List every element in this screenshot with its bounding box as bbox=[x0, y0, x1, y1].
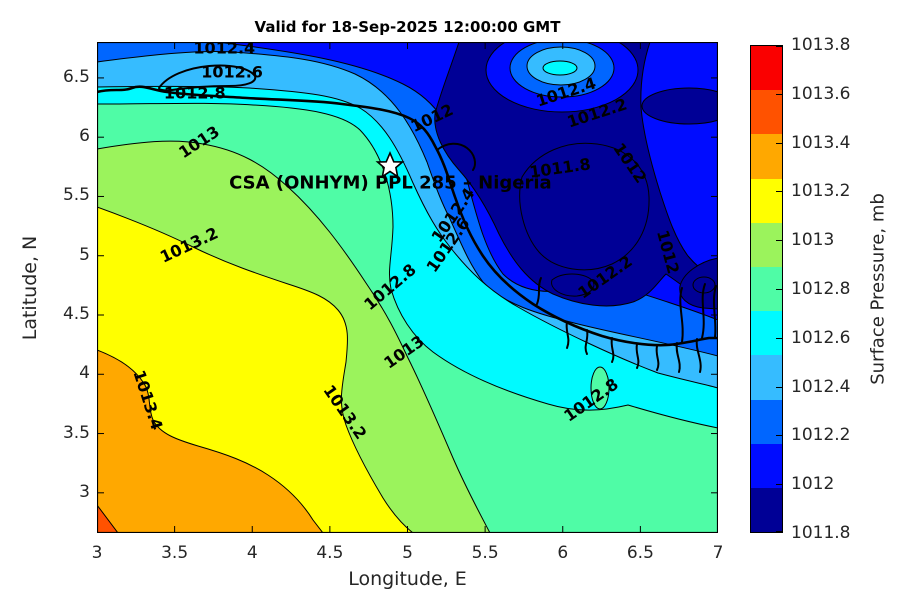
colorbar-segment bbox=[751, 222, 782, 267]
colorbar-tick bbox=[776, 93, 782, 95]
colorbar-tick bbox=[776, 484, 782, 486]
contour-low-region-1011.8-1012 bbox=[434, 42, 718, 309]
contour-finger-1012.8 bbox=[590, 366, 610, 410]
axes-frame bbox=[97, 42, 718, 533]
river-creeks bbox=[436, 142, 717, 373]
colorbar-segment bbox=[751, 311, 782, 356]
colorbar-tick-label: 1012.8 bbox=[791, 279, 851, 299]
axis-ticks bbox=[97, 42, 718, 533]
x-tick-label: 3 bbox=[91, 543, 103, 563]
colorbar-tick-label: 1011.8 bbox=[791, 523, 851, 543]
coastal-lagoon bbox=[157, 64, 257, 92]
y-axis-label: Latitude, N bbox=[19, 235, 41, 341]
contour-band-1013.4-1013.6 bbox=[97, 349, 324, 533]
x-tick-label: 4 bbox=[246, 543, 258, 563]
colorbar-segment bbox=[751, 134, 782, 179]
plot-area: 1012.4 1012.6 1012.8 1013 1013.2 1013.4 1013.2… bbox=[97, 38, 718, 533]
colorbar-tick-label: 1012.4 bbox=[791, 376, 851, 397]
pocket-right-edge bbox=[679, 257, 718, 310]
x-tick-label: 5 bbox=[402, 543, 413, 563]
colorbar-tick-label: 1012.2 bbox=[791, 425, 851, 446]
contour-line-1011.8-closed bbox=[519, 142, 650, 271]
colorbar-tick-label: 1013.6 bbox=[791, 83, 851, 104]
colorbar-segment bbox=[751, 46, 782, 91]
contour-label: 1012.4 bbox=[193, 38, 256, 58]
x-tick-label: 7 bbox=[712, 543, 724, 563]
x-tick-label: 6 bbox=[557, 543, 569, 563]
x-tick-label: 6.5 bbox=[626, 543, 654, 563]
contour-map bbox=[97, 42, 718, 533]
coastline bbox=[97, 85, 718, 347]
colorbar-tick bbox=[776, 289, 782, 290]
colorbar-label: Surface Pressure, mb bbox=[867, 193, 889, 385]
pocket-ne-corner bbox=[641, 87, 718, 125]
y-tick-label: 6.5 bbox=[62, 66, 90, 87]
y-tick-label: 5 bbox=[79, 244, 90, 265]
y-tick-label: 3.5 bbox=[62, 422, 90, 443]
colorbar-segment bbox=[751, 443, 782, 488]
y-tick-label: 4.5 bbox=[62, 304, 90, 324]
x-tick-label: 4.5 bbox=[316, 543, 344, 563]
contour-label: 1012.6 bbox=[201, 62, 263, 82]
y-tick-label: 3 bbox=[79, 481, 90, 502]
plot-title: Valid for 18-Sep-2025 12:00:00 GMT bbox=[254, 18, 561, 36]
contour-label: 1012.8 bbox=[163, 83, 226, 103]
site-annotation: CSA (ONHYM) PPL 285 – Nigeria bbox=[229, 172, 552, 194]
colorbar-tick bbox=[776, 46, 782, 47]
pocket-core-1012.6 bbox=[542, 60, 578, 76]
contour-line-inner-closed bbox=[551, 273, 595, 297]
x-tick-label: 5.5 bbox=[471, 543, 499, 563]
colorbar-tick bbox=[776, 435, 782, 437]
colorbar-tick-label: 1012 bbox=[791, 474, 835, 495]
colorbar-tick bbox=[776, 337, 782, 339]
y-tick-label: 5.5 bbox=[62, 185, 90, 206]
colorbar-segment bbox=[751, 355, 782, 400]
colorbar-tick bbox=[776, 191, 782, 193]
colorbar-segment bbox=[751, 487, 782, 533]
colorbar-tick-label: 1013.4 bbox=[791, 132, 851, 153]
colorbar-tick bbox=[776, 240, 782, 242]
y-tick-label: 4 bbox=[79, 363, 90, 384]
colorbar-tick-label: 1013.8 bbox=[791, 35, 851, 55]
contour-band-1013.6-1013.8 bbox=[97, 504, 119, 533]
x-axis-label: Longitude, E bbox=[348, 568, 467, 590]
colorbar-tick bbox=[776, 386, 782, 388]
y-tick-label: 6 bbox=[79, 126, 90, 147]
x-tick-label: 3.5 bbox=[161, 543, 189, 563]
colorbar bbox=[750, 45, 783, 533]
colorbar-tick bbox=[776, 142, 782, 144]
colorbar-tick bbox=[776, 531, 782, 532]
colorbar-tick-label: 1012.6 bbox=[791, 327, 851, 348]
colorbar-segment bbox=[751, 90, 782, 135]
colorbar-segment bbox=[751, 399, 782, 444]
star-marker bbox=[375, 150, 405, 179]
colorbar-tick-label: 1013 bbox=[791, 230, 835, 251]
colorbar-tick-label: 1013.2 bbox=[791, 181, 851, 202]
colorbar-segment bbox=[751, 178, 782, 223]
